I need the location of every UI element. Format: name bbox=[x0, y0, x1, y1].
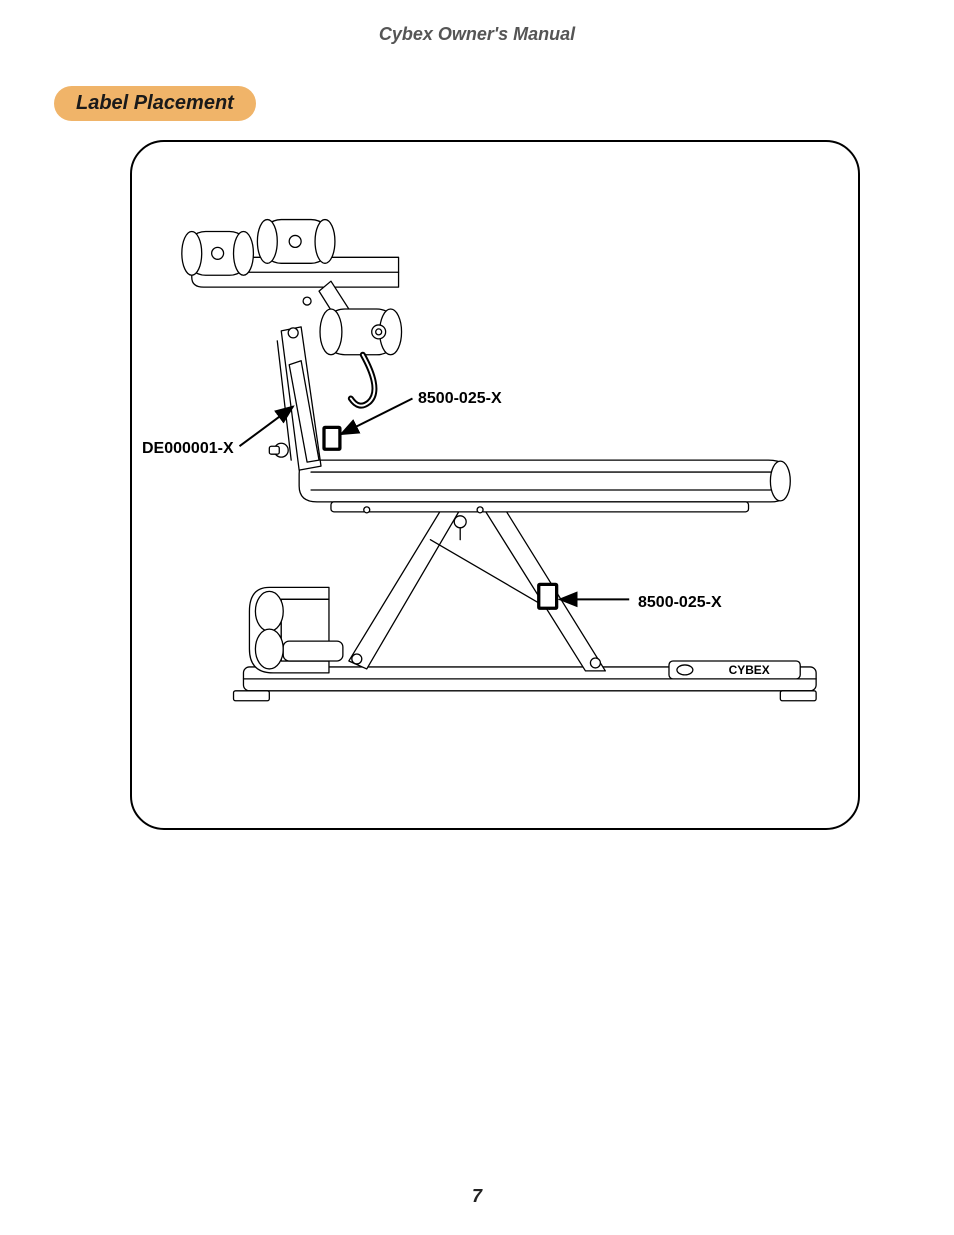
arrow-de000001 bbox=[239, 406, 293, 446]
equipment-diagram: CYBEX bbox=[132, 142, 858, 828]
section-title-pill: Label Placement bbox=[54, 86, 256, 121]
diagram-frame: DE000001-X 8500-025-X 8500-025-X bbox=[130, 140, 860, 830]
brand-text: CYBEX bbox=[729, 663, 770, 677]
page-number: 7 bbox=[0, 1186, 954, 1207]
section-title: Label Placement bbox=[76, 92, 234, 114]
page-number-value: 7 bbox=[472, 1186, 482, 1206]
page-header: Cybex Owner's Manual bbox=[0, 24, 954, 45]
header-title: Cybex Owner's Manual bbox=[379, 24, 575, 44]
